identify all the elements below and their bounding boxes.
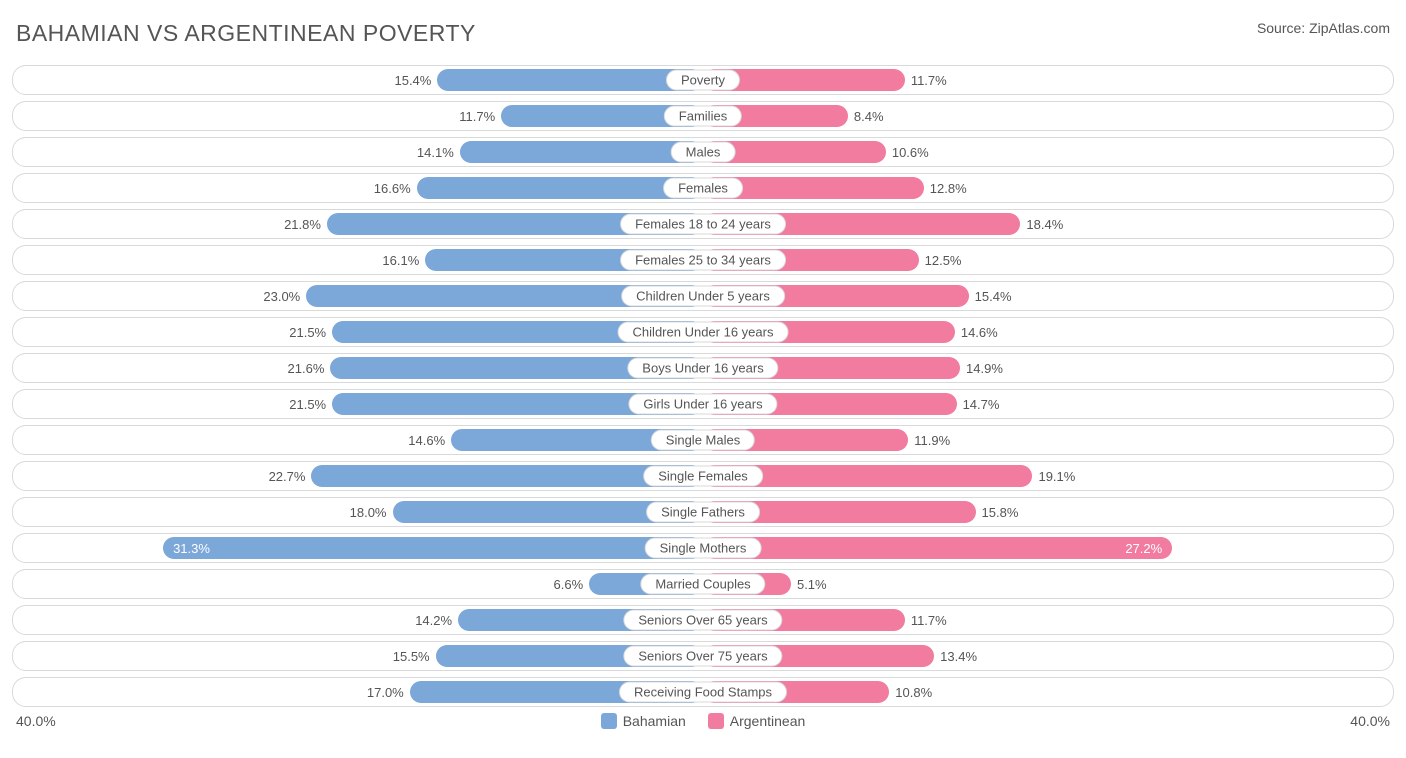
value-right: 12.5%: [919, 246, 962, 274]
legend-swatch-left: [601, 713, 617, 729]
value-right: 18.4%: [1020, 210, 1063, 238]
category-label: Receiving Food Stamps: [619, 682, 787, 703]
legend-label-left: Bahamian: [623, 713, 686, 729]
axis-max-right: 40.0%: [1350, 713, 1390, 729]
chart-row: 15.4% 11.7% Poverty: [12, 65, 1394, 95]
value-right: 11.9%: [908, 426, 950, 454]
value-right: 10.6%: [886, 138, 929, 166]
legend-swatch-right: [708, 713, 724, 729]
category-label: Families: [664, 106, 742, 127]
category-label: Boys Under 16 years: [627, 358, 778, 379]
value-right: 10.8%: [889, 678, 932, 706]
value-left: 21.6%: [288, 354, 331, 382]
category-label: Males: [671, 142, 736, 163]
category-label: Girls Under 16 years: [628, 394, 777, 415]
chart-row: 16.1% 12.5% Females 25 to 34 years: [12, 245, 1394, 275]
diverging-bar-chart: 15.4%11.7%Poverty11.7%8.4%Families14.1%1…: [12, 65, 1394, 707]
chart-row: 14.1% 10.6% Males: [12, 137, 1394, 167]
value-right: 5.1%: [791, 570, 827, 598]
value-left: 11.7%: [459, 102, 501, 130]
legend-label-right: Argentinean: [730, 713, 806, 729]
chart-row: 23.0% 15.4% Children Under 5 years: [12, 281, 1394, 311]
chart-row: 21.5% 14.7% Girls Under 16 years: [12, 389, 1394, 419]
category-label: Seniors Over 65 years: [623, 610, 782, 631]
chart-row: 21.5% 14.6% Children Under 16 years: [12, 317, 1394, 347]
value-right: 11.7%: [905, 66, 947, 94]
category-label: Children Under 5 years: [621, 286, 785, 307]
value-right: 13.4%: [934, 642, 977, 670]
chart-row: 14.6% 11.9% Single Males: [12, 425, 1394, 455]
value-left: 16.6%: [374, 174, 417, 202]
value-left: 14.6%: [408, 426, 451, 454]
value-left: 15.5%: [393, 642, 436, 670]
category-label: Females: [663, 178, 743, 199]
value-left: 6.6%: [554, 570, 590, 598]
chart-title: BAHAMIAN VS ARGENTINEAN POVERTY: [16, 20, 476, 47]
chart-row: 22.7% 19.1% Single Females: [12, 461, 1394, 491]
value-left: 22.7%: [269, 462, 312, 490]
category-label: Single Mothers: [645, 538, 762, 559]
axis-max-left: 40.0%: [16, 713, 56, 729]
category-label: Single Fathers: [646, 502, 760, 523]
chart-row: 16.6% 12.8% Females: [12, 173, 1394, 203]
bar-left: [437, 69, 703, 91]
category-label: Single Females: [643, 466, 763, 487]
value-right: 11.7%: [905, 606, 947, 634]
value-left: 21.5%: [289, 318, 332, 346]
header-row: BAHAMIAN VS ARGENTINEAN POVERTY Source: …: [12, 20, 1394, 47]
category-label: Females 18 to 24 years: [620, 214, 786, 235]
value-left: 17.0%: [367, 678, 410, 706]
chart-row: 18.0% 15.8% Single Fathers: [12, 497, 1394, 527]
value-right: 15.4%: [969, 282, 1012, 310]
value-left: 15.4%: [394, 66, 437, 94]
value-right: 8.4%: [848, 102, 884, 130]
chart-row: 11.7% 8.4% Families: [12, 101, 1394, 131]
value-right: 14.7%: [957, 390, 1000, 418]
value-left: 18.0%: [350, 498, 393, 526]
category-label: Single Males: [651, 430, 755, 451]
value-right: 14.6%: [955, 318, 998, 346]
value-left: 31.3%: [163, 534, 703, 562]
value-left: 23.0%: [263, 282, 306, 310]
value-right: 27.2%: [703, 534, 1172, 562]
value-right: 14.9%: [960, 354, 1003, 382]
category-label: Females 25 to 34 years: [620, 250, 786, 271]
category-label: Poverty: [666, 70, 740, 91]
chart-row: 17.0% 10.8% Receiving Food Stamps: [12, 677, 1394, 707]
legend-item-left: Bahamian: [601, 713, 686, 729]
chart-row: 31.3%27.2%Single Mothers: [12, 533, 1394, 563]
category-label: Children Under 16 years: [618, 322, 789, 343]
chart-row: 21.8% 18.4% Females 18 to 24 years: [12, 209, 1394, 239]
chart-row: 6.6% 5.1% Married Couples: [12, 569, 1394, 599]
chart-row: 15.5% 13.4% Seniors Over 75 years: [12, 641, 1394, 671]
value-left: 16.1%: [382, 246, 425, 274]
category-label: Seniors Over 75 years: [623, 646, 782, 667]
value-right: 19.1%: [1032, 462, 1075, 490]
bar-left: [460, 141, 703, 163]
value-left: 21.8%: [284, 210, 327, 238]
footer-row: 40.0% Bahamian Argentinean 40.0%: [12, 713, 1394, 729]
value-right: 15.8%: [976, 498, 1019, 526]
legend-item-right: Argentinean: [708, 713, 806, 729]
value-left: 21.5%: [289, 390, 332, 418]
value-left: 14.1%: [417, 138, 460, 166]
source-label: Source: ZipAtlas.com: [1257, 20, 1390, 36]
value-right: 12.8%: [924, 174, 967, 202]
value-left: 14.2%: [415, 606, 458, 634]
legend: Bahamian Argentinean: [601, 713, 806, 729]
category-label: Married Couples: [640, 574, 765, 595]
bar-left: [417, 177, 703, 199]
chart-row: 21.6% 14.9% Boys Under 16 years: [12, 353, 1394, 383]
chart-row: 14.2% 11.7% Seniors Over 65 years: [12, 605, 1394, 635]
